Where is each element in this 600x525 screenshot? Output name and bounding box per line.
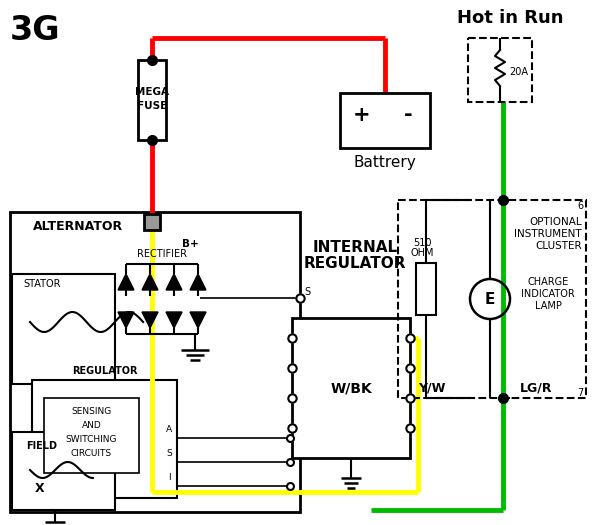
Bar <box>44 398 139 473</box>
Bar <box>416 263 436 315</box>
Text: RECTIFIER: RECTIFIER <box>137 249 187 259</box>
Text: LAMP: LAMP <box>535 301 562 311</box>
Text: B+: B+ <box>182 239 199 249</box>
Text: Y/W: Y/W <box>418 382 446 394</box>
Text: I: I <box>167 474 170 482</box>
Text: S: S <box>166 449 172 458</box>
Text: 3G: 3G <box>10 14 61 47</box>
Bar <box>138 60 166 140</box>
Text: E: E <box>485 291 495 307</box>
Text: Hot in Run: Hot in Run <box>457 9 563 27</box>
Bar <box>144 214 160 230</box>
Text: SWITCHING: SWITCHING <box>66 436 117 445</box>
Text: S: S <box>304 287 310 297</box>
Text: REGULATOR: REGULATOR <box>304 257 406 271</box>
Text: 7: 7 <box>577 388 583 398</box>
Text: CIRCUITS: CIRCUITS <box>71 449 112 458</box>
Text: OHM: OHM <box>410 248 434 258</box>
Bar <box>32 380 177 498</box>
Bar <box>340 93 430 148</box>
Text: W/BK: W/BK <box>330 381 372 395</box>
Polygon shape <box>142 312 158 328</box>
Bar <box>12 432 115 510</box>
Text: FIELD: FIELD <box>26 441 58 451</box>
Text: OPTIONAL: OPTIONAL <box>529 217 582 227</box>
Text: 20A: 20A <box>509 67 528 77</box>
Text: A: A <box>166 425 172 435</box>
Text: INSTRUMENT: INSTRUMENT <box>514 229 582 239</box>
Bar <box>468 38 532 102</box>
Polygon shape <box>142 274 158 290</box>
Text: FUSE: FUSE <box>137 101 167 111</box>
Text: INTERNAL: INTERNAL <box>313 240 398 256</box>
Text: 510: 510 <box>413 238 431 248</box>
Text: MEGA: MEGA <box>135 87 169 97</box>
Text: CLUSTER: CLUSTER <box>535 241 582 251</box>
Text: SENSING: SENSING <box>71 407 112 416</box>
Text: -: - <box>404 105 412 125</box>
Text: LG/R: LG/R <box>520 382 553 394</box>
Text: AND: AND <box>82 422 101 430</box>
Polygon shape <box>118 312 134 328</box>
Polygon shape <box>190 274 206 290</box>
Text: STATOR: STATOR <box>23 279 61 289</box>
Polygon shape <box>166 312 182 328</box>
Polygon shape <box>166 274 182 290</box>
Text: INDICATOR: INDICATOR <box>521 289 575 299</box>
Text: CHARGE: CHARGE <box>527 277 569 287</box>
Bar <box>398 200 586 398</box>
Polygon shape <box>190 312 206 328</box>
Bar <box>292 318 410 458</box>
Text: X: X <box>35 481 45 495</box>
Text: REGULATOR: REGULATOR <box>72 366 137 376</box>
Text: 6: 6 <box>577 201 583 211</box>
Polygon shape <box>118 274 134 290</box>
Text: Battrery: Battrery <box>353 154 416 170</box>
Text: +: + <box>353 105 371 125</box>
Text: ALTERNATOR: ALTERNATOR <box>33 219 123 233</box>
Bar <box>12 274 115 384</box>
Bar <box>10 212 300 512</box>
